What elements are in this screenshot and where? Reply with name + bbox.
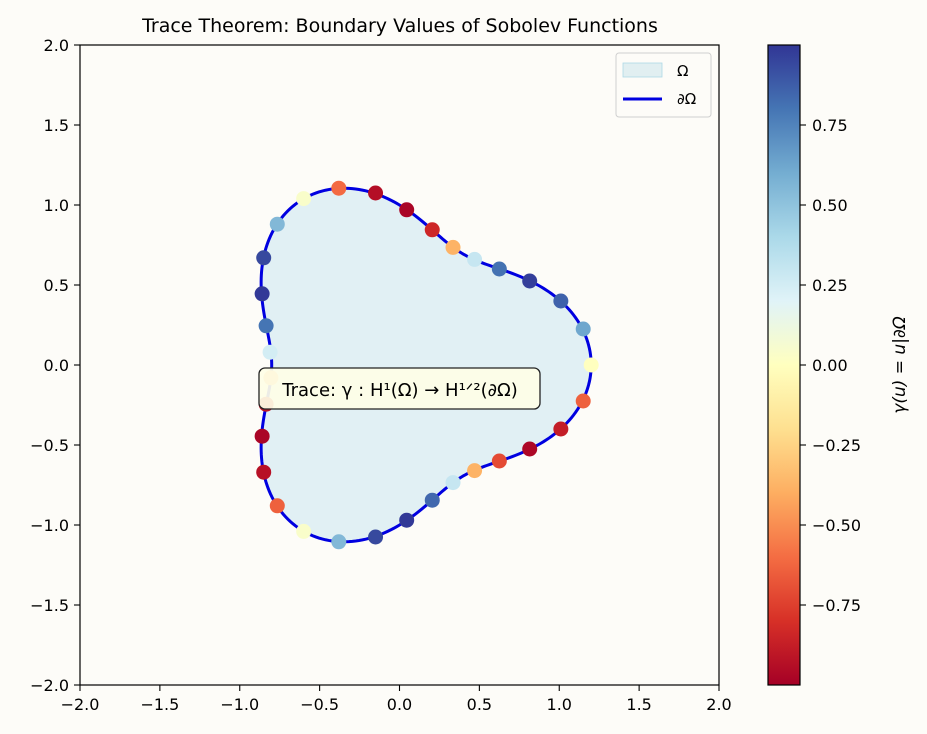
y-tick-label: 2.0 bbox=[44, 36, 69, 55]
boundary-point bbox=[269, 216, 285, 232]
x-tick-label: 0.5 bbox=[467, 695, 492, 714]
plot-area: Trace: γ : H¹(Ω) → H¹ᐟ²(∂Ω) −2.0 −1.5 −1.0… bbox=[30, 36, 732, 714]
legend-box bbox=[615, 52, 712, 118]
x-axis: −2.0 −1.5 −1.0 −0.5 0.0 0.5 1.0 1.5 2.0 bbox=[61, 685, 732, 714]
boundary-point bbox=[399, 512, 415, 528]
boundary-point bbox=[491, 453, 507, 469]
y-tick-label: 0.5 bbox=[44, 276, 69, 295]
boundary-point bbox=[331, 180, 347, 196]
boundary-point bbox=[368, 185, 384, 201]
x-tick-label: −2.0 bbox=[61, 695, 100, 714]
boundary-point bbox=[254, 286, 270, 302]
x-tick-label: −1.5 bbox=[140, 695, 179, 714]
y-tick-label: −0.5 bbox=[30, 436, 69, 455]
colorbar-tick-label: 0.25 bbox=[812, 276, 848, 295]
colorbar-tick-label: −0.25 bbox=[812, 436, 861, 455]
colorbar: −0.75 −0.50 −0.25 0.00 0.25 0.50 0.75 γ(u) = u… bbox=[767, 44, 910, 686]
boundary-point bbox=[522, 441, 538, 457]
colorbar-gradient bbox=[767, 44, 801, 686]
boundary-point bbox=[553, 293, 569, 309]
boundary-point bbox=[256, 464, 272, 480]
boundary-point bbox=[522, 273, 538, 289]
boundary-point bbox=[254, 428, 270, 444]
x-tick-label: −0.5 bbox=[300, 695, 339, 714]
boundary-point bbox=[467, 463, 483, 479]
chart-title: Trace Theorem: Boundary Values of Sobole… bbox=[141, 15, 658, 37]
x-tick-label: 2.0 bbox=[706, 695, 731, 714]
boundary-point bbox=[256, 250, 272, 266]
boundary-point bbox=[296, 191, 312, 207]
colorbar-label: γ(u) = u|∂Ω bbox=[890, 316, 910, 413]
boundary-point bbox=[491, 261, 507, 277]
annotation-background bbox=[258, 367, 541, 410]
legend-label-region: Ω bbox=[677, 62, 688, 80]
x-tick-label: 1.5 bbox=[626, 695, 651, 714]
x-tick-label: 1.0 bbox=[547, 695, 572, 714]
boundary-point bbox=[368, 529, 384, 545]
boundary-point bbox=[262, 344, 278, 360]
y-tick-label: 1.0 bbox=[44, 196, 69, 215]
boundary-point bbox=[467, 251, 483, 267]
colorbar-tick-label: 0.00 bbox=[812, 356, 848, 375]
legend-label-boundary: ∂Ω bbox=[677, 90, 696, 108]
boundary-point bbox=[399, 202, 415, 218]
x-tick-label: −1.0 bbox=[220, 695, 259, 714]
colorbar-tick-label: 0.75 bbox=[812, 116, 848, 135]
boundary-point bbox=[424, 222, 440, 238]
legend: Ω ∂Ω bbox=[615, 52, 712, 118]
boundary-point bbox=[296, 523, 312, 539]
y-tick-label: 0.0 bbox=[44, 356, 69, 375]
boundary-curve bbox=[259, 186, 593, 544]
boundary-point bbox=[269, 498, 285, 514]
boundary-point bbox=[553, 421, 569, 437]
colorbar-tick-label: −0.50 bbox=[812, 516, 861, 535]
annotation-text: Trace: γ : H¹(Ω) → H¹ᐟ²(∂Ω) bbox=[281, 380, 517, 401]
boundary-point bbox=[583, 357, 599, 373]
x-tick-label: 0.0 bbox=[387, 695, 412, 714]
y-tick-label: −1.0 bbox=[30, 516, 69, 535]
y-tick-label: 1.5 bbox=[44, 116, 69, 135]
boundary-point bbox=[424, 492, 440, 508]
y-tick-label: −1.5 bbox=[30, 596, 69, 615]
boundary-point bbox=[445, 475, 461, 491]
boundary-point bbox=[445, 239, 461, 255]
boundary-point bbox=[331, 534, 347, 550]
y-tick-label: −2.0 bbox=[30, 676, 69, 695]
colorbar-tick-label: 0.50 bbox=[812, 196, 848, 215]
colorbar-ticks: −0.75 −0.50 −0.25 0.00 0.25 0.50 0.75 bbox=[800, 116, 861, 615]
boundary-point bbox=[575, 321, 591, 337]
annotation-box: Trace: γ : H¹(Ω) → H¹ᐟ²(∂Ω) bbox=[258, 367, 541, 410]
legend-region-swatch bbox=[622, 62, 663, 78]
boundary-point bbox=[575, 393, 591, 409]
boundary-point bbox=[258, 318, 274, 334]
domain-region bbox=[261, 188, 592, 542]
colorbar-tick-label: −0.75 bbox=[812, 596, 861, 615]
y-axis: −2.0 −1.5 −1.0 −0.5 0.0 0.5 1.0 1.5 2.0 bbox=[30, 36, 80, 695]
